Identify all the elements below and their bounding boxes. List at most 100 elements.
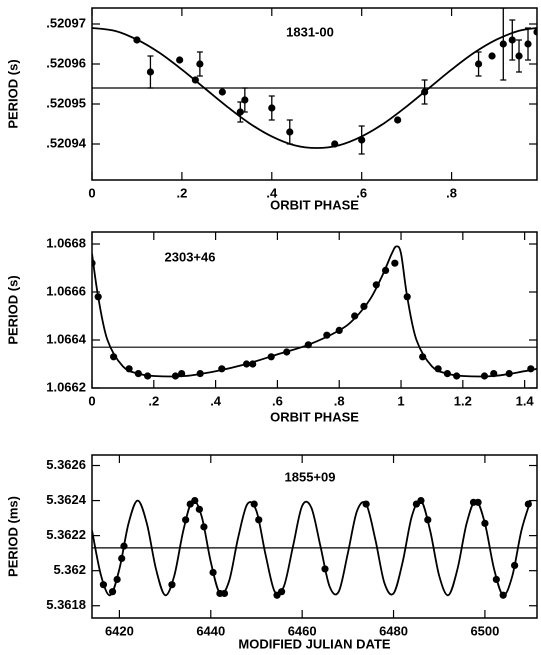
data-point [480,372,489,380]
y-tick-label: .52096 [46,55,86,70]
data-point [323,331,331,339]
data-point [110,353,118,361]
data-point [278,588,286,596]
y-tick-label: .52095 [46,95,86,110]
x-tick-label: 0 [88,185,95,200]
chart-title: 2303+46 [165,249,216,264]
data-point [196,60,204,68]
data-point [255,516,263,524]
data-point [249,360,257,368]
data-point [168,581,176,589]
data-point [94,293,102,301]
x-tick-label: 1.4 [516,393,535,408]
y-tick-label: 5.3618 [46,597,86,612]
data-point [182,516,190,524]
x-tick-label: 6420 [105,623,134,638]
data-point [267,353,275,361]
data-point [490,370,498,378]
data-point [499,40,507,48]
y-tick-label: 5.362 [53,562,86,577]
data-point [118,554,126,563]
data-point [443,370,451,378]
x-tick-label: .6 [272,393,283,408]
x-tick-label: 6440 [196,623,225,638]
data-point [242,360,251,368]
plot-frame [91,454,538,619]
data-point [505,370,513,378]
data-point [218,365,226,373]
data-point [360,302,368,310]
y-axis-label: PERIOD (s) [5,59,20,128]
data-point [362,500,370,508]
data-point [424,516,432,524]
data-point [191,496,199,505]
data-point [481,519,489,527]
plot-frame [91,7,538,181]
data-point [321,565,329,573]
data-point [99,581,108,589]
x-tick-label: 0 [88,393,95,408]
data-point [220,589,229,598]
y-tick-label: 1.0664 [46,331,87,346]
data-point [125,365,133,373]
chart-title: 1855+09 [285,469,336,484]
data-point [92,259,96,267]
data-point [286,128,294,136]
data-point [191,76,199,84]
data-point [421,88,429,96]
data-point [195,505,203,513]
data-point [178,370,186,378]
data-point [488,52,496,60]
data-point [492,575,500,584]
data-point [417,496,425,505]
data-point [351,312,359,320]
data-point [144,372,152,380]
x-tick-label: .2 [148,393,159,408]
x-axis-label: ORBIT PHASE [270,197,359,212]
data-point [372,281,380,289]
data-point [511,561,519,570]
y-tick-label: 1.0662 [46,379,86,394]
data-point [533,28,537,36]
x-tick-label: .2 [176,185,187,200]
fit-curve [92,499,532,597]
data-point [391,259,399,267]
data-point [508,36,516,44]
data-point [403,293,411,301]
data-point [171,372,180,380]
data-point [146,68,155,76]
data-point [241,96,249,104]
data-point [527,365,535,373]
y-axis-label: PERIOD (s) [5,275,20,344]
data-point [474,60,483,68]
data-point [394,116,402,124]
data-point [304,341,312,349]
x-tick-label: 6480 [379,623,408,638]
x-axis-label: ORBIT PHASE [270,409,359,424]
data-point [381,266,390,274]
data-point [134,370,142,378]
y-tick-label: 1.0666 [46,283,86,298]
data-point [120,542,128,550]
data-point [419,353,427,361]
data-point [331,140,339,148]
x-tick-label: .4 [210,393,222,408]
x-tick-label: .8 [334,393,345,408]
fit-curve [92,27,537,149]
data-point [209,568,217,577]
y-tick-label: 5.3624 [46,492,87,507]
y-tick-label: .52097 [46,15,86,30]
x-tick-label: .6 [356,185,367,200]
data-point [283,348,291,356]
x-axis-label: MODIFIED JULIAN DATE [238,636,390,651]
data-point [434,365,442,373]
data-point [250,500,258,508]
y-tick-label: 5.3622 [46,527,86,542]
y-tick-label: .52094 [46,135,87,150]
x-tick-label: .4 [266,185,278,200]
data-point [358,136,366,144]
data-point [335,326,343,334]
data-point [108,588,117,596]
y-tick-label: 1.0668 [46,235,86,250]
